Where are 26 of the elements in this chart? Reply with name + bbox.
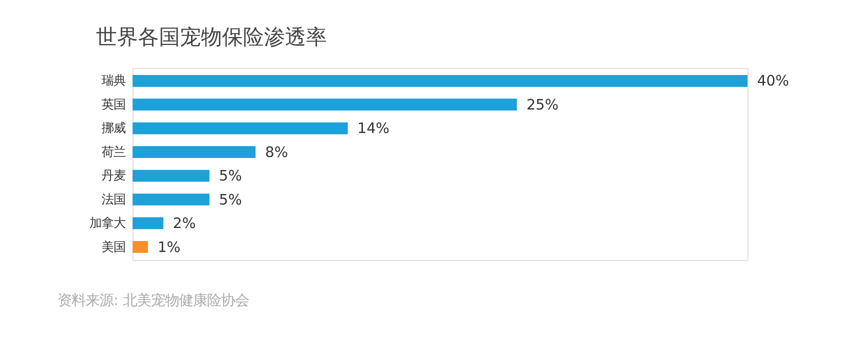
bar xyxy=(132,241,148,253)
data-label: 5% xyxy=(219,168,242,185)
y-tick-label: 英国 xyxy=(101,96,126,112)
data-label: 5% xyxy=(219,192,242,208)
data-label: 25% xyxy=(526,97,559,114)
bar xyxy=(132,194,210,206)
y-tick-label: 荷兰 xyxy=(101,144,126,159)
data-label: 8% xyxy=(265,144,288,161)
y-tick-label: 加拿大 xyxy=(89,215,126,230)
text: 资料来源: 北美宠物健康险协会 xyxy=(58,293,250,310)
bar xyxy=(132,217,164,230)
data-label: 2% xyxy=(172,216,196,232)
y-tick-label: 瑞典 xyxy=(101,72,126,88)
bar xyxy=(132,74,748,87)
bar xyxy=(132,170,210,182)
bar xyxy=(132,122,348,134)
chart-title: 世界各国宠物保险渗透率 xyxy=(96,24,328,49)
bar xyxy=(132,98,517,111)
data-label: 1% xyxy=(158,240,180,256)
data-label: 14% xyxy=(357,121,390,138)
y-tick-label: 挪威 xyxy=(101,120,126,136)
y-tick-label: 美国 xyxy=(101,238,126,254)
y-tick-label: 丹麦 xyxy=(101,168,126,183)
data-label: 40% xyxy=(757,74,790,90)
y-tick-label: 法国 xyxy=(101,191,126,206)
bar xyxy=(132,146,256,158)
